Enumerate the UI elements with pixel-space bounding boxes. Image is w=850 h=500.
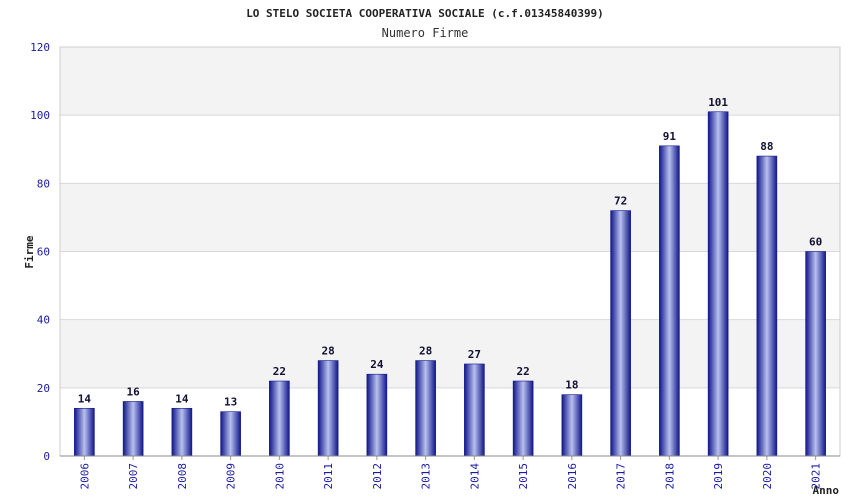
- data-label: 22: [517, 365, 530, 378]
- x-tick-label: 2016: [566, 463, 579, 490]
- chart-title: LO STELO SOCIETA COOPERATIVA SOCIALE (c.…: [246, 7, 604, 20]
- x-tick-label: 2019: [712, 463, 725, 490]
- bar: [707, 111, 729, 457]
- y-tick-label: 120: [30, 41, 50, 54]
- data-label: 101: [708, 96, 728, 109]
- bar: [756, 155, 778, 457]
- chart-subtitle: Numero Firme: [382, 26, 469, 40]
- bar: [74, 407, 95, 457]
- bar: [269, 380, 290, 457]
- bar: [561, 394, 583, 457]
- data-label: 24: [370, 358, 384, 371]
- x-tick-label: 2006: [78, 463, 91, 490]
- x-tick-label: 2018: [663, 463, 676, 490]
- data-label: 88: [760, 140, 773, 153]
- bar: [512, 380, 534, 457]
- data-label: 18: [565, 379, 578, 392]
- x-tick-label: 2013: [420, 463, 433, 490]
- bar: [122, 401, 144, 457]
- bar: [171, 407, 193, 457]
- data-label: 28: [419, 345, 432, 358]
- data-label: 72: [614, 195, 627, 208]
- grid-band: [60, 47, 840, 116]
- bar: [415, 360, 436, 457]
- bar: [220, 411, 241, 457]
- data-label: 16: [127, 385, 141, 398]
- bar: [805, 251, 826, 457]
- y-tick-label: 0: [43, 450, 50, 463]
- x-tick-label: 2008: [176, 463, 189, 490]
- data-label: 60: [809, 236, 822, 249]
- y-tick-label: 60: [37, 246, 50, 259]
- data-label: 28: [322, 345, 335, 358]
- x-tick-label: 2007: [127, 463, 140, 490]
- y-tick-label: 40: [37, 314, 50, 327]
- bar: [464, 363, 485, 457]
- x-tick-label: 2015: [517, 463, 530, 490]
- data-label: 27: [468, 348, 481, 361]
- y-axis-label: Firme: [23, 235, 36, 268]
- x-axis-label: Anno: [813, 484, 840, 497]
- x-tick-label: 2010: [273, 463, 286, 490]
- bar: [366, 373, 388, 457]
- data-label: 14: [175, 392, 189, 405]
- bar: [610, 210, 631, 457]
- x-tick-label: 2020: [761, 463, 774, 490]
- x-tick-label: 2009: [225, 463, 238, 490]
- data-label: 14: [78, 392, 92, 405]
- x-tick-label: 2017: [615, 463, 628, 490]
- y-tick-label: 100: [30, 109, 50, 122]
- x-tick-label: 2014: [468, 463, 481, 490]
- data-label: 91: [663, 130, 677, 143]
- y-tick-label: 80: [37, 177, 50, 190]
- x-tick-label: 2021: [810, 463, 823, 490]
- data-label: 13: [224, 396, 237, 409]
- data-label: 22: [273, 365, 286, 378]
- x-tick-label: 2012: [371, 463, 384, 490]
- y-tick-label: 20: [37, 382, 50, 395]
- bar: [659, 145, 680, 457]
- x-tick-label: 2011: [322, 463, 335, 490]
- bar: [317, 360, 339, 457]
- plot-area: 0 20 40 60 80 100 120 14 2006 16 2007 14 2008 13 2009 2…: [30, 41, 841, 490]
